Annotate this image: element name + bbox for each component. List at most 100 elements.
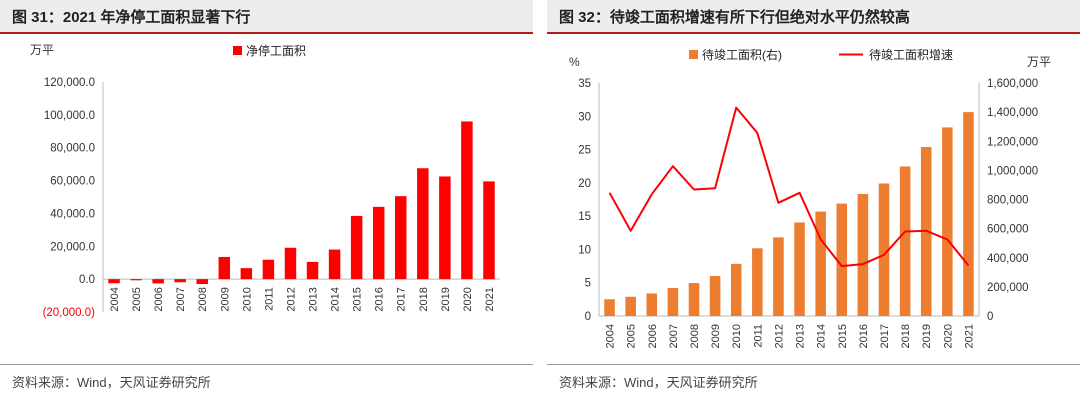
right-x-tick-label: 2014 — [816, 324, 828, 348]
right-legend-bar-swatch — [689, 50, 698, 59]
left-y-tick-label: 60,000.0 — [50, 176, 95, 188]
right-x-tick-label: 2018 — [900, 324, 912, 348]
left-bar — [417, 168, 429, 280]
left-x-tick-label: 2016 — [374, 287, 386, 311]
left-x-tick-label: 2004 — [109, 287, 121, 311]
right-right-tick-label: 1,600,000 — [987, 78, 1038, 90]
left-source: 资料来源：Wind，天风证券研究所 — [12, 375, 211, 390]
right-left-tick-label: 25 — [578, 145, 591, 157]
left-y-tick-label: 120,000.0 — [44, 77, 95, 89]
right-right-tick-label: 600,000 — [987, 224, 1029, 236]
right-x-tick-label: 2017 — [879, 324, 891, 348]
left-legend-swatch — [233, 46, 242, 55]
right-bar — [899, 166, 911, 316]
right-x-tick-label: 2012 — [773, 324, 785, 348]
right-bar — [773, 237, 784, 316]
right-chart-title: 图 32：待竣工面积增速有所下行但绝对水平仍然较高 — [559, 9, 910, 26]
right-bar — [794, 222, 805, 316]
right-bar — [625, 296, 636, 316]
left-panel: 图 31：2021 年净停工面积显著下行 万平 净停工面积 (20,000.0) 0.… — [0, 0, 533, 401]
right-left-unit-label: % — [569, 55, 580, 69]
left-x-tick-label: 2005 — [131, 287, 143, 311]
right-bar — [942, 127, 953, 317]
right-x-tick-label: 2011 — [752, 324, 764, 348]
left-bar — [130, 279, 142, 281]
right-bar — [752, 248, 763, 316]
right-x-tick-label: 2016 — [858, 324, 870, 348]
left-bar — [262, 259, 275, 280]
right-bar — [646, 293, 658, 316]
right-x-tick-label: 2019 — [921, 324, 933, 348]
left-unit-label: 万平 — [30, 43, 54, 57]
left-y-tick-label: 0.0 — [79, 274, 95, 286]
left-x-tick-label: 2010 — [241, 287, 253, 311]
right-left-tick-label: 0 — [585, 311, 591, 323]
right-right-tick-label: 1,400,000 — [987, 107, 1038, 119]
right-growth-line — [608, 106, 970, 268]
right-x-tick-label: 2008 — [689, 324, 701, 348]
left-bar — [328, 249, 341, 280]
left-bar — [240, 268, 253, 280]
left-bar — [174, 279, 186, 283]
right-x-tick-label: 2013 — [795, 324, 807, 348]
left-y-tick-label: 40,000.0 — [50, 208, 95, 220]
right-x-tick-label: 2015 — [837, 324, 849, 348]
right-divider — [547, 364, 1080, 365]
left-x-tick-label: 2006 — [153, 287, 165, 311]
left-x-tick-label: 2015 — [352, 287, 364, 311]
right-bar — [878, 183, 890, 316]
right-left-tick-label: 35 — [578, 78, 591, 90]
left-chart-svg: 万平 净停工面积 (20,000.0) 0.0 20,000.0 40,000.0 60,0… — [30, 43, 500, 319]
left-x-tick-label: 2014 — [330, 287, 342, 311]
right-x-tick-label: 2004 — [605, 324, 617, 348]
right-bar — [709, 275, 721, 316]
right-x-tick-label: 2010 — [731, 324, 743, 348]
right-left-tick-label: 30 — [578, 111, 591, 123]
right-bar — [667, 288, 679, 316]
right-x-tick-label: 2020 — [942, 324, 954, 348]
right-left-tick-label: 5 — [585, 278, 591, 290]
right-left-tick-label: 20 — [578, 178, 591, 190]
left-x-tick-label: 2009 — [219, 287, 231, 311]
left-bar — [218, 256, 231, 280]
left-x-tick-label: 2013 — [308, 287, 320, 311]
left-x-tick-label: 2019 — [440, 287, 452, 311]
right-right-tick-label: 0 — [987, 311, 993, 323]
right-panel: 图 32：待竣工面积增速有所下行但绝对水平仍然较高 % 万平 待竣工面积(右) 待竣工… — [547, 0, 1080, 401]
right-source: 资料来源：Wind，天风证券研究所 — [559, 375, 758, 390]
left-chart-title: 图 31：2021 年净停工面积显著下行 — [12, 9, 251, 26]
right-x-tick-label: 2007 — [668, 324, 680, 348]
right-bar — [857, 193, 869, 316]
right-right-tick-label: 1,000,000 — [987, 165, 1038, 177]
left-bar — [372, 206, 385, 280]
left-x-tick-label: 2011 — [263, 287, 275, 311]
right-x-tick-label: 2005 — [626, 324, 638, 348]
right-chart-svg: % 万平 待竣工面积(右) 待竣工面积增速 0 5 10 15 20 25 30 35 0 200,000… — [569, 47, 1051, 348]
right-x-tick-label: 2021 — [963, 324, 975, 348]
left-y-tick-label: 100,000.0 — [44, 110, 95, 122]
left-x-tick-label: 2021 — [484, 287, 496, 311]
right-right-tick-label: 400,000 — [987, 253, 1029, 265]
right-x-tick-label: 2009 — [710, 324, 722, 348]
left-x-tick-label: 2008 — [197, 287, 209, 311]
left-x-tick-label: 2018 — [418, 287, 430, 311]
right-bar — [836, 203, 848, 316]
right-x-tick-label: 2006 — [647, 324, 659, 348]
left-y-tick-label: 20,000.0 — [50, 241, 95, 253]
left-bar — [461, 121, 473, 280]
left-y-tick-label: (20,000.0) — [43, 307, 96, 319]
left-x-tick-label: 2012 — [285, 287, 297, 311]
right-right-tick-label: 200,000 — [987, 282, 1029, 294]
left-bar — [350, 215, 363, 280]
left-y-tick-label: 80,000.0 — [50, 143, 95, 155]
right-left-tick-label: 15 — [578, 211, 591, 223]
right-title-bar: 图 32：待竣工面积增速有所下行但绝对水平仍然较高 — [547, 0, 1080, 34]
left-x-tick-label: 2017 — [396, 287, 408, 311]
right-legend-line-label: 待竣工面积增速 — [869, 47, 953, 62]
left-bar — [483, 181, 495, 280]
right-legend-bar-label: 待竣工面积(右) — [702, 47, 782, 62]
right-right-tick-label: 1,200,000 — [987, 136, 1038, 148]
left-bar — [439, 176, 451, 280]
right-bar — [963, 112, 974, 316]
left-x-tick-label: 2007 — [175, 287, 187, 311]
